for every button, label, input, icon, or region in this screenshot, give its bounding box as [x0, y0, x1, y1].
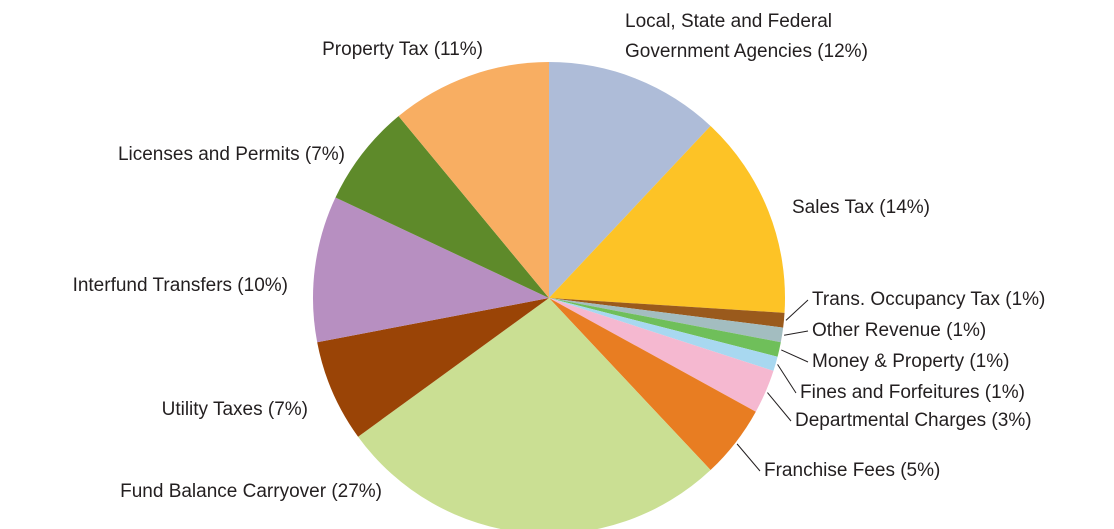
slice-label: Other Revenue (1%): [812, 320, 987, 341]
pie-slice: [317, 298, 549, 437]
pie-slice: [549, 125, 785, 313]
pie-slice: [549, 298, 778, 371]
pie-slice: [549, 298, 774, 412]
slice-label: Departmental Charges (3%): [795, 410, 1032, 431]
pie-slice: [335, 116, 549, 298]
leader-line: [767, 392, 792, 422]
leader-line: [783, 330, 809, 336]
pie-slice: [549, 298, 785, 328]
slice-label: Fund Balance Carryover (27%): [120, 481, 382, 502]
slice-label: Franchise Fees (5%): [764, 460, 941, 481]
slice-label: Utility Taxes (7%): [161, 399, 308, 420]
slice-label: Interfund Transfers (10%): [72, 275, 288, 296]
leader-line: [781, 349, 809, 363]
pie-slice: [358, 298, 711, 529]
leader-line: [736, 443, 761, 472]
slice-label: Sales Tax (14%): [792, 197, 930, 218]
slice-label: Local, State and Federal Government Agen…: [625, 11, 868, 62]
slice-label: Money & Property (1%): [812, 351, 1010, 372]
pie-slice: [549, 298, 781, 357]
slice-label: Fines and Forfeitures (1%): [800, 382, 1025, 403]
slice-label: Trans. Occupancy Tax (1%): [812, 289, 1046, 310]
leader-line: [785, 299, 809, 321]
pie-slice: [549, 298, 756, 471]
pie-slice: [312, 197, 549, 343]
leader-line: [777, 364, 797, 394]
slice-label: Property Tax (11%): [322, 39, 483, 60]
pie-slice: [549, 62, 711, 298]
slice-label: Licenses and Permits (7%): [117, 144, 345, 165]
pie-slice: [549, 298, 784, 343]
pie-slice: [398, 62, 549, 298]
